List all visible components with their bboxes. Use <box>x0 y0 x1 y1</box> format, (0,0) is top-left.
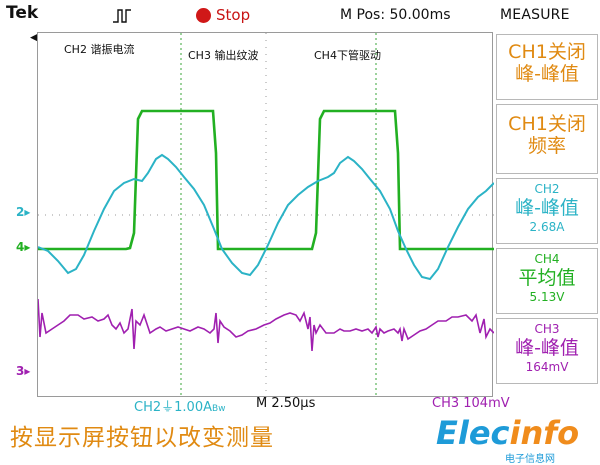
measure-slot-3-value: 2.68A <box>529 220 565 234</box>
ch4-waveform <box>38 109 494 251</box>
measure-slot-4-source: CH4 <box>534 252 560 266</box>
measure-slot-1-type: 峰-峰值 <box>515 63 579 85</box>
ch3-title-label: CH3 输出纹波 <box>188 49 259 62</box>
measure-slot-3[interactable]: CH2 峰-峰值 2.68A <box>496 178 598 244</box>
ch2-scale-readout: CH2⏚1.00ABw <box>134 400 226 415</box>
measure-slot-2-type: 频率 <box>527 135 566 157</box>
ch2-waveform <box>38 153 494 281</box>
elecinfo-logo: Elecinfo <box>436 414 580 452</box>
measure-panel: CH1关闭 峰-峰值 CH1关闭 频率 CH2 峰-峰值 2.68A CH4 平… <box>494 32 600 416</box>
measure-slot-5-source: CH3 <box>534 322 560 336</box>
measure-slot-4-type: 平均值 <box>518 267 576 289</box>
measure-slot-4-value: 5.13V <box>529 290 565 304</box>
ch3-ground-marker[interactable]: 3▸ <box>16 364 31 378</box>
ch2-ground-marker[interactable]: 2▸ <box>16 205 31 219</box>
measure-slot-1[interactable]: CH1关闭 峰-峰值 <box>496 34 598 100</box>
measure-slot-5-value: 164mV <box>525 360 569 374</box>
waveform-display[interactable]: CH2 谐振电流 CH3 输出纹波 CH4下管驱动 <box>37 32 494 398</box>
brand-logo: Tek <box>6 3 39 23</box>
measure-slot-2[interactable]: CH1关闭 频率 <box>496 104 598 174</box>
run-state-label: Stop <box>216 6 251 24</box>
run-state-indicator[interactable]: Stop <box>196 6 250 24</box>
stop-icon <box>196 7 211 23</box>
trigger-position-marker-icon: ◀ <box>30 30 40 45</box>
ch4-ground-marker[interactable]: 4▸ <box>16 240 31 254</box>
measure-slot-1-source: CH1关闭 <box>508 41 586 63</box>
elecinfo-logo-subtitle: 电子信息网 <box>505 454 555 465</box>
ground-arrow-icon: ⏚ <box>161 400 175 415</box>
measure-slot-5[interactable]: CH3 峰-峰值 164mV <box>496 318 598 384</box>
ch3-waveform <box>38 298 494 352</box>
measure-slot-3-source: CH2 <box>534 182 560 196</box>
menu-title: MEASURE <box>500 7 570 23</box>
ch4-title-label: CH4下管驱动 <box>314 49 381 62</box>
measure-slot-5-type: 峰-峰值 <box>515 337 579 359</box>
measure-slot-3-type: 峰-峰值 <box>515 197 579 219</box>
ch3-scale-readout: CH3 104mV <box>432 396 510 411</box>
top-status-bar: Tek Stop M Pos: 50.00ms MEASURE <box>0 0 600 32</box>
ch2-title-label: CH2 谐振电流 <box>64 43 135 56</box>
timebase-readout: M 2.50µs <box>256 396 316 411</box>
measure-hint-text: 按显示屏按钮以改变测量 <box>10 425 274 451</box>
main-position-readout: M Pos: 50.00ms <box>340 7 451 23</box>
footer-bar: 按显示屏按钮以改变测量 Elecinfo 电子信息网 <box>0 414 600 465</box>
waveform-canvas <box>38 33 494 398</box>
trigger-pulse-icon <box>113 9 131 23</box>
measure-slot-4[interactable]: CH4 平均值 5.13V <box>496 248 598 314</box>
measure-slot-2-source: CH1关闭 <box>508 113 586 135</box>
